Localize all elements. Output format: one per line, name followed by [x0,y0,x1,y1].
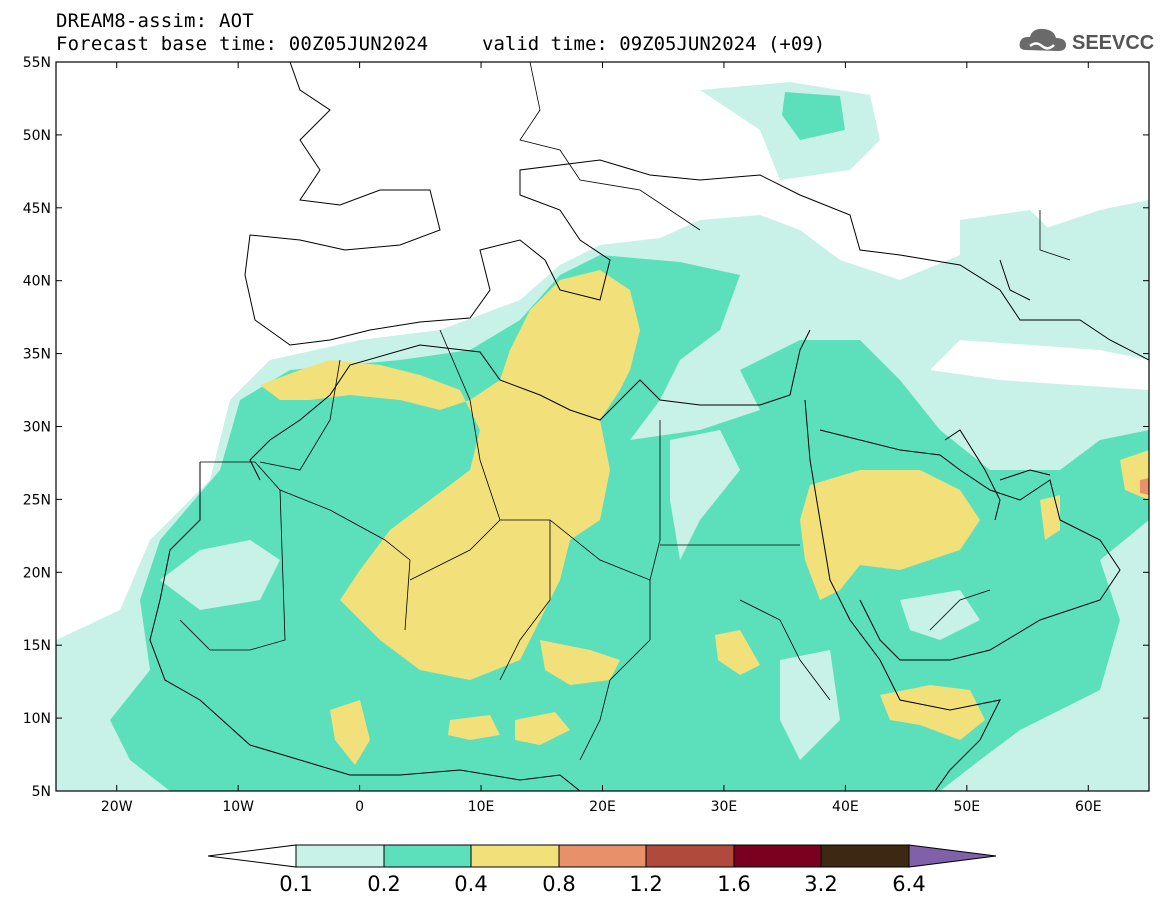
colorbar-bin [383,844,472,868]
longitude-label: 0 [355,799,364,815]
longitude-label: 20E [589,799,616,815]
aot-contour-0-4 [448,715,500,740]
aot-contour-0-4 [715,630,760,675]
longitude-label: 20W [101,799,133,815]
aot-contour-0-4 [540,640,620,685]
colorbar: 0.1 0.2 0.4 0.8 1.2 1.6 3.2 6.4 [207,844,997,896]
forecast-base-time: Forecast base time: 00Z05JUN2024 [56,33,429,55]
latitude-label: 35N [23,347,51,363]
colorbar-bin [558,844,647,868]
colorbar-over-triangle [908,844,997,868]
colorbar-label: 1.2 [629,872,662,896]
coastlines [149,62,1149,791]
latitude-label: 45N [23,201,51,217]
colorbar-bin [470,844,560,868]
colorbar-label: 3.2 [804,872,837,896]
colorbar-bin [645,844,735,868]
colorbar-label: 6.4 [892,872,925,896]
map-title: DREAM8-assim: AOT [56,10,254,32]
borders [179,62,1071,761]
aot-contour-0-4 [330,700,370,765]
latitude-label: 10N [23,711,51,727]
colorbar-bin [295,844,385,868]
latitude-label: 25N [23,492,51,508]
longitude-label: 30E [711,799,738,815]
colorbar-under-triangle [207,844,297,868]
cloud-icon: SEEVCCC [1019,28,1165,54]
seevccc-logo: SEEVCCC [1018,24,1165,56]
longitude-label: 40E [832,799,859,815]
aot-contour-0-4 [515,712,570,745]
aot-contour-0-2 [782,92,845,140]
logo-text: SEEVCCC [1072,32,1154,54]
valid-time: valid time: 09Z05JUN2024 (+09) [482,33,826,55]
latitude-label: 20N [23,565,51,581]
aot-contour-0-4 [260,270,640,680]
colorbar-label: 0.8 [542,872,575,896]
longitude-label: 10E [468,799,495,815]
axis-ticks [56,61,1149,792]
latitude-label: 5N [32,784,51,800]
aot-contour-0-4 [800,470,980,600]
aot-contour-0-4 [1040,495,1060,540]
longitude-label: 50E [953,799,980,815]
latitude-label: 15N [23,638,51,654]
colorbar-label: 0.2 [367,872,400,896]
longitude-label: 10W [222,799,254,815]
aot-contour-0-8 [1140,478,1149,495]
colorbar-label: 0.4 [454,872,487,896]
colorbar-bin [820,844,910,868]
aot-contour-0-4 [880,685,985,740]
latitude-labels: 55N 50N 45N 40N 35N 30N 25N 20N 15N 10N 5N [23,55,51,800]
longitude-label: 60E [1075,799,1102,815]
aot-contour-0-1 [960,210,1060,320]
aot-field [56,62,1149,791]
latitude-label: 30N [23,420,51,436]
colorbar-bin [733,844,822,868]
latitude-label: 40N [23,274,51,290]
latitude-label: 50N [23,128,51,144]
longitude-labels: 20W 10W 0 10E 20E 30E 40E 50E 60E [101,799,1102,815]
colorbar-label: 0.1 [279,872,312,896]
latitude-label: 55N [23,55,51,71]
colorbar-label: 1.6 [717,872,750,896]
